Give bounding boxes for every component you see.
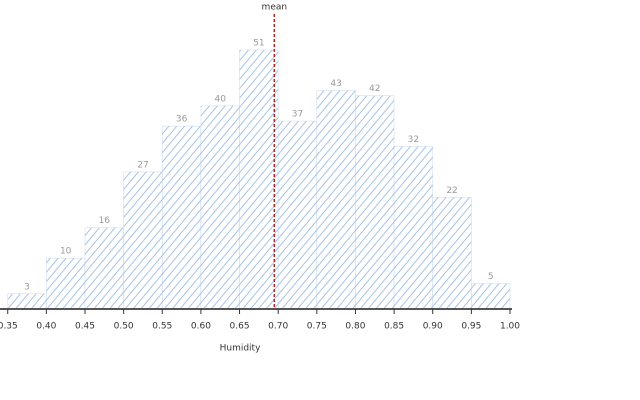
value-label: 3 bbox=[24, 282, 30, 292]
bar bbox=[84, 227, 124, 310]
x-tick-label: 0.70 bbox=[268, 322, 288, 332]
bar bbox=[46, 257, 86, 310]
bar bbox=[277, 120, 318, 310]
value-label: 40 bbox=[215, 94, 227, 104]
value-label: 43 bbox=[330, 79, 341, 89]
x-tick-label: 0.50 bbox=[114, 322, 134, 332]
value-label: 27 bbox=[137, 160, 148, 170]
bar bbox=[200, 105, 240, 310]
bar bbox=[432, 196, 472, 310]
x-tick-label: 0.35 bbox=[0, 322, 18, 332]
bar bbox=[471, 283, 511, 310]
value-label: 32 bbox=[408, 135, 419, 145]
bar bbox=[123, 171, 163, 310]
x-tick-label: 0.65 bbox=[230, 322, 250, 332]
value-label: 42 bbox=[369, 84, 380, 94]
bar bbox=[393, 146, 434, 310]
value-label: 51 bbox=[253, 39, 264, 49]
x-tick-label: 0.80 bbox=[345, 322, 365, 332]
x-tick-label: 0.60 bbox=[191, 322, 211, 332]
x-tick-label: 0.75 bbox=[307, 322, 327, 332]
value-label: 10 bbox=[60, 247, 72, 257]
x-tick-label: 0.45 bbox=[75, 322, 95, 332]
value-label: 16 bbox=[99, 216, 111, 226]
x-tick-label: 0.85 bbox=[384, 322, 404, 332]
bar bbox=[7, 293, 47, 310]
value-label: 5 bbox=[488, 272, 494, 282]
x-tick-label: 0.95 bbox=[461, 322, 481, 332]
bar bbox=[316, 90, 356, 310]
value-label: 37 bbox=[292, 110, 303, 120]
bar bbox=[161, 125, 202, 310]
bar bbox=[355, 95, 395, 310]
x-tick-label: 1.00 bbox=[500, 322, 520, 332]
x-tick-label: 0.40 bbox=[36, 322, 56, 332]
value-label: 22 bbox=[446, 186, 457, 196]
bar bbox=[239, 49, 279, 310]
value-label: 36 bbox=[176, 115, 188, 125]
x-tick-label: 0.90 bbox=[423, 322, 443, 332]
x-axis-label: Humidity bbox=[220, 344, 261, 354]
mean-label: mean bbox=[262, 3, 288, 13]
x-tick-label: 0.55 bbox=[152, 322, 172, 332]
